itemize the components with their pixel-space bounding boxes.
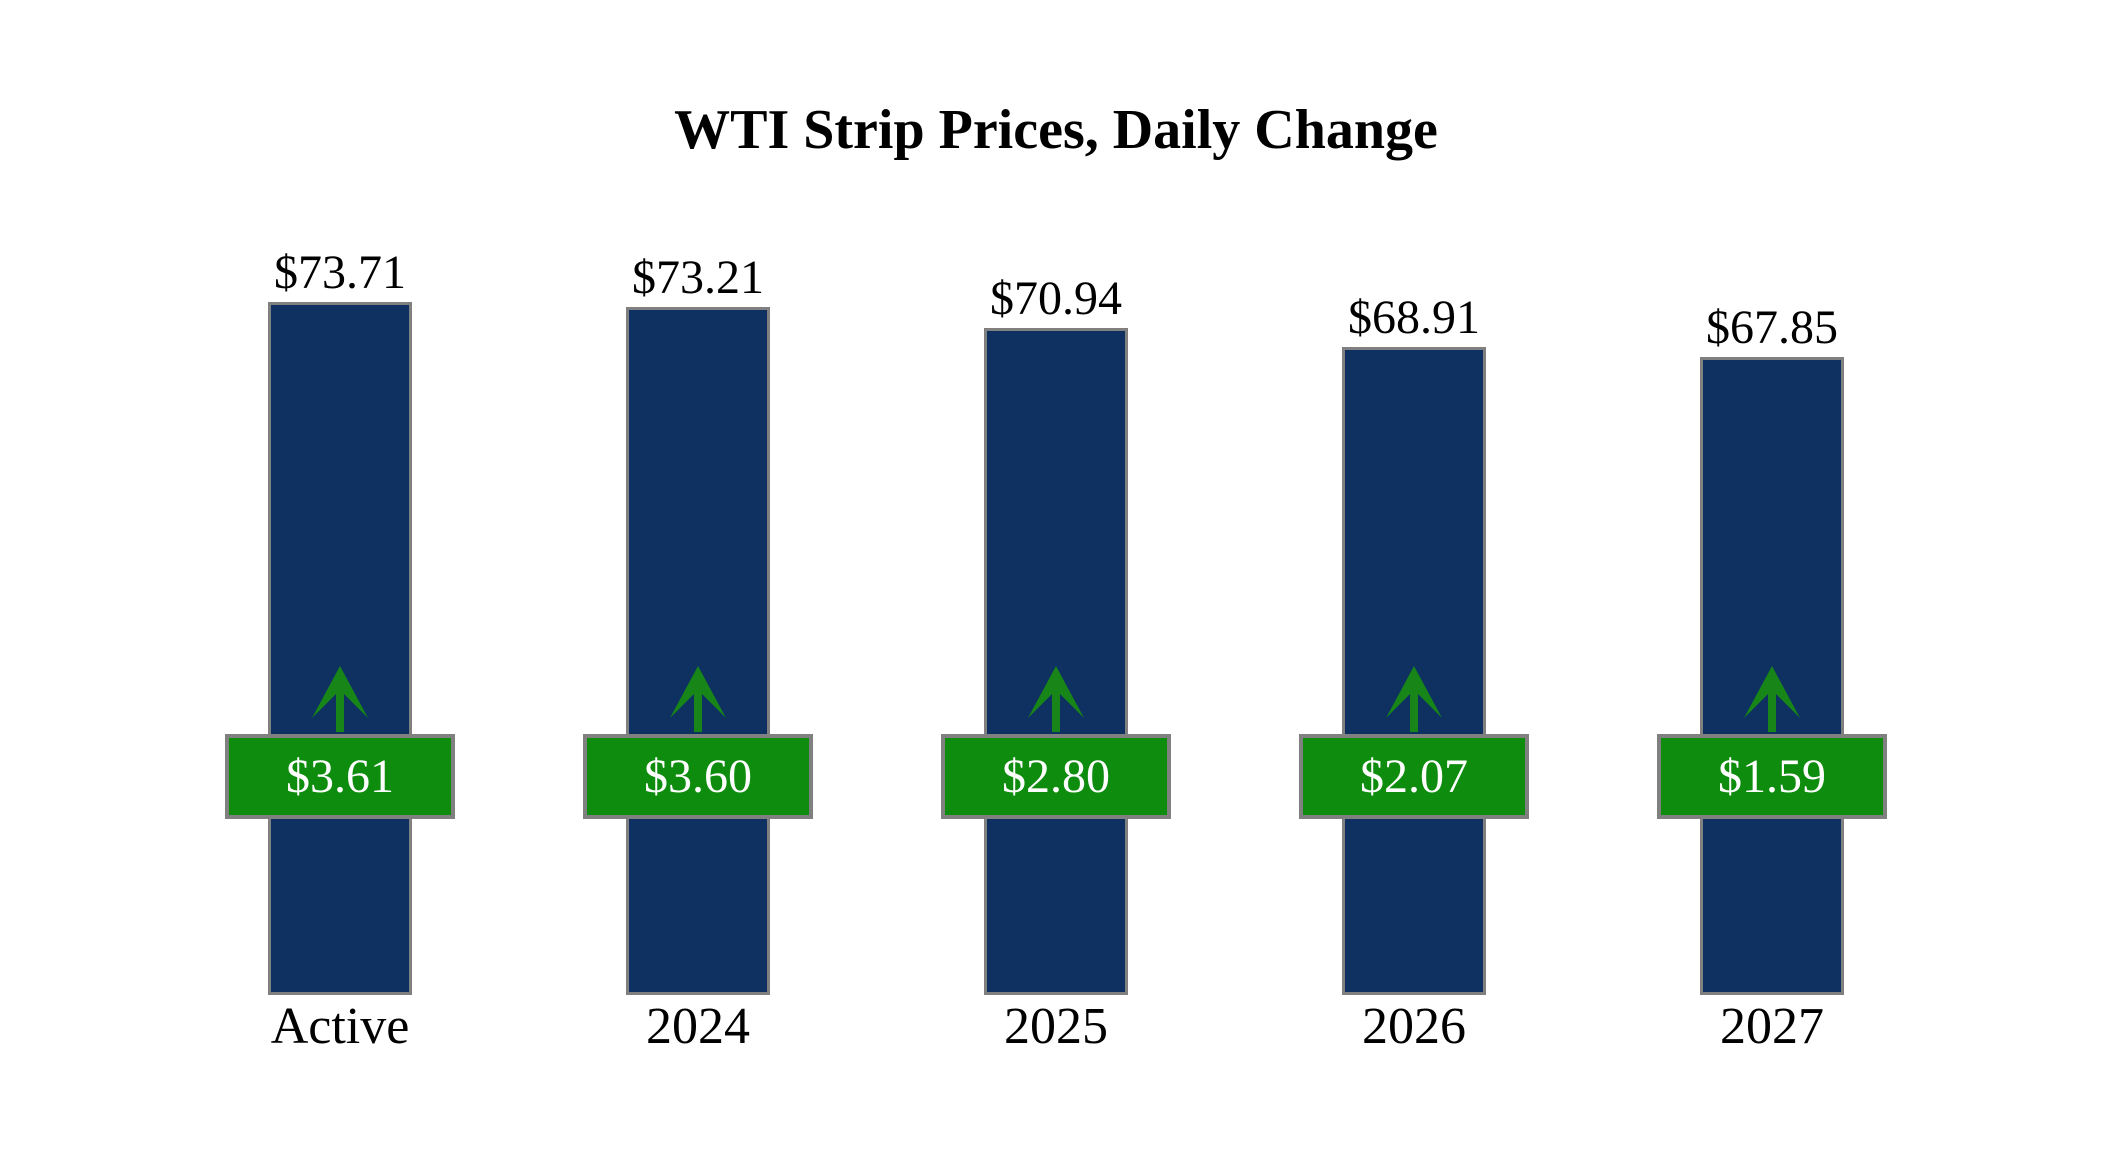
bar-column-2024: $73.21 $3.60 2024 — [583, 0, 813, 1152]
change-label: $1.59 — [1718, 749, 1826, 803]
change-label: $2.80 — [1002, 749, 1110, 803]
change-label: $2.07 — [1360, 749, 1468, 803]
change-badge: $3.61 — [225, 734, 455, 819]
category-label: Active — [270, 998, 410, 1055]
category-label: 2024 — [646, 998, 750, 1055]
bar — [268, 302, 412, 995]
chart-title: WTI Strip Prices, Daily Change — [674, 99, 1438, 161]
up-arrow-icon — [1028, 666, 1084, 732]
bar-column-2027: $67.85 $1.59 2027 — [1657, 0, 1887, 1152]
up-arrow-icon — [312, 666, 368, 732]
bar — [984, 328, 1128, 995]
category-label: 2025 — [1004, 998, 1108, 1055]
change-label: $3.60 — [644, 749, 752, 803]
change-badge: $3.60 — [583, 734, 813, 819]
bar-column-2025: $70.94 $2.80 2025 — [941, 0, 1171, 1152]
price-label: $73.71 — [274, 246, 406, 300]
change-badge: $1.59 — [1657, 734, 1887, 819]
bar-column-active: $73.71 $3.61 Active — [225, 0, 455, 1152]
category-label: 2027 — [1720, 998, 1824, 1055]
price-label: $68.91 — [1348, 291, 1480, 345]
up-arrow-icon — [1386, 666, 1442, 732]
change-badge: $2.07 — [1299, 734, 1529, 819]
category-label: 2026 — [1362, 998, 1466, 1055]
price-label: $73.21 — [632, 251, 764, 305]
up-arrow-icon — [1744, 666, 1800, 732]
price-label: $67.85 — [1706, 301, 1838, 355]
change-badge: $2.80 — [941, 734, 1171, 819]
price-label: $70.94 — [990, 272, 1122, 326]
bar — [626, 307, 770, 995]
bar-column-2026: $68.91 $2.07 2026 — [1299, 0, 1529, 1152]
change-label: $3.61 — [286, 749, 394, 803]
up-arrow-icon — [670, 666, 726, 732]
